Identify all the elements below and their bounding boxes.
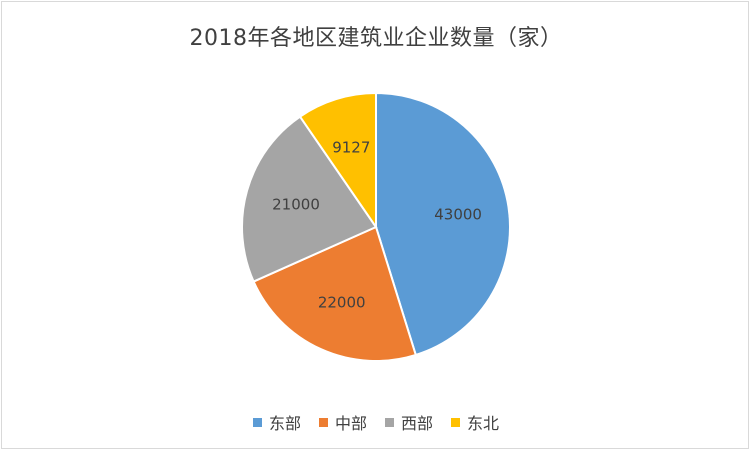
pie-slice-4: [298, 91, 377, 231]
legend-swatch: [252, 417, 262, 427]
pie-slice-3: [241, 115, 378, 283]
legend-item-1: 东部: [252, 410, 301, 434]
legend-item-3: 西部: [385, 410, 433, 434]
data-label-3: 21000: [272, 196, 320, 214]
legend-label: 中部: [334, 414, 367, 433]
legend: 东部 中部 西部 东北: [0, 410, 752, 434]
legend-swatch: [451, 417, 461, 427]
legend-item-4: 东北: [451, 410, 499, 434]
pie-slice-1: [375, 91, 511, 357]
legend-label: 西部: [401, 414, 434, 433]
data-label-4: 9127: [332, 139, 370, 157]
chart-title: 2018年各地区建筑业企业数量（家）: [189, 26, 563, 51]
legend-item-2: 中部: [318, 410, 367, 434]
legend-swatch: [318, 417, 328, 427]
pie-slice-2: [252, 225, 418, 362]
legend-swatch: [385, 417, 394, 427]
data-label-1: 43000: [434, 206, 482, 224]
legend-label: 东部: [268, 414, 301, 433]
data-label-2: 22000: [318, 294, 366, 312]
legend-label: 东北: [467, 414, 500, 433]
